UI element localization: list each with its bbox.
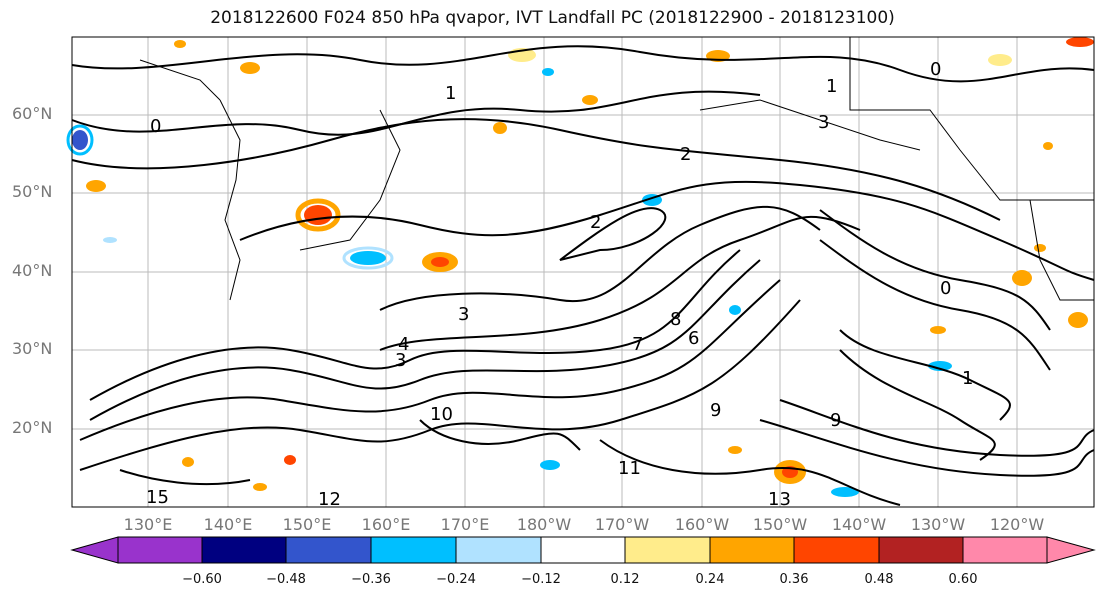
contour-label: 6: [688, 328, 699, 349]
contour-label: 1: [826, 76, 837, 97]
colorbar-tick: 0.12: [610, 572, 640, 587]
colorbar-tick: −0.48: [266, 572, 306, 587]
contour-label: 3: [458, 304, 469, 325]
lat-label-50n: 50°N: [12, 182, 53, 201]
contour-label: 1: [962, 368, 973, 389]
lon-label-170e: 170°E: [440, 515, 490, 534]
contour-label: 13: [768, 489, 791, 510]
colorbar-segment: [117, 536, 203, 564]
lon-label-160w: 160°W: [674, 515, 730, 534]
colorbar-segment: [962, 536, 1048, 564]
lon-label-130e: 130°E: [123, 515, 173, 534]
lat-label-30n: 30°N: [12, 339, 53, 358]
lon-label-140w: 140°W: [831, 515, 887, 534]
colorbar-segment: [540, 536, 626, 564]
contour-label: 2: [590, 212, 601, 233]
colorbar-tick: 0.24: [695, 572, 725, 587]
lon-label-160e: 160°E: [361, 515, 411, 534]
contour-label: 2: [680, 144, 691, 165]
lon-label-150w: 150°W: [752, 515, 808, 534]
contour-label: 3: [818, 112, 829, 133]
colorbar-segment: [793, 536, 880, 564]
lon-label-130w: 130°W: [910, 515, 966, 534]
contour-label: 4: [398, 334, 409, 355]
colorbar-tick: 0.48: [864, 572, 894, 587]
colorbar-tick: 0.60: [948, 572, 978, 587]
contour-label: 7: [632, 334, 643, 355]
lon-label-150e: 150°E: [282, 515, 332, 534]
ivt-contours: [71, 45, 1095, 506]
graticule: [72, 37, 1094, 507]
colorbar: [70, 536, 1096, 564]
contour-label: 1: [445, 83, 456, 104]
contour-label: 0: [930, 59, 941, 80]
map-frame: [71, 36, 1095, 508]
colorbar-tick: −0.36: [351, 572, 391, 587]
colorbar-tick: −0.24: [436, 572, 476, 587]
contour-label: 3: [395, 350, 406, 371]
lat-label-20n: 20°N: [12, 418, 53, 437]
contour-label: 8: [670, 309, 681, 330]
lon-label-180w: 180°W: [516, 515, 572, 534]
colorbar-segment: [455, 536, 542, 564]
contour-label: 11: [618, 458, 641, 479]
colorbar-tick: 0.36: [779, 572, 809, 587]
colorbar-tick: −0.12: [521, 572, 561, 587]
contour-label: 0: [940, 278, 951, 299]
contour-label: 9: [830, 410, 841, 431]
lon-label-170w: 170°W: [594, 515, 650, 534]
contour-label: 12: [318, 489, 341, 510]
lon-label-120w: 120°W: [989, 515, 1045, 534]
colorbar-segment: [201, 536, 287, 564]
lat-label-40n: 40°N: [12, 261, 53, 280]
contour-label: 10: [430, 404, 453, 425]
colorbar-max-extend: [1046, 536, 1096, 564]
lat-label-60n: 60°N: [12, 104, 53, 123]
colorbar-segment: [624, 536, 711, 564]
contour-label: 0: [150, 116, 161, 137]
contour-label: 15: [146, 487, 169, 508]
contour-label: 9: [710, 400, 721, 421]
figure-title: 2018122600 F024 850 hPa qvapor, IVT Land…: [210, 8, 895, 28]
colorbar-tick: −0.60: [182, 572, 222, 587]
lon-label-140e: 140°E: [203, 515, 253, 534]
